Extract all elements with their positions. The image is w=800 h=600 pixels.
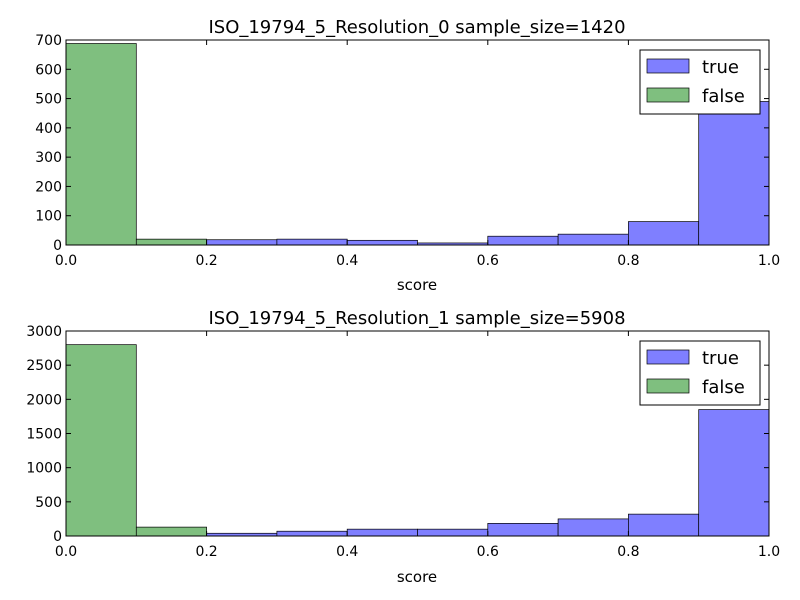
legend-swatch-false-0 — [646, 87, 690, 103]
y-tick-label-0-6: 600 — [35, 62, 62, 78]
bar-true-0-3 — [276, 238, 348, 246]
y-tick-label-0-3: 300 — [35, 150, 62, 166]
bar-true-1-8 — [628, 513, 700, 537]
legend-swatch-true-1 — [646, 349, 690, 365]
chart-title-0: ISO_19794_5_Resolution_0 sample_size=142… — [208, 17, 625, 38]
bar-true-0-4 — [346, 239, 418, 246]
x-tick-label-1-4: 0.8 — [617, 544, 639, 560]
legend-label-false-0: false — [702, 86, 745, 107]
axes-frame-0 — [65, 39, 770, 246]
y-tick-label-0-0: 0 — [53, 238, 62, 254]
x-axis-label-0: score — [397, 276, 437, 294]
x-tick-label-0-3: 0.6 — [477, 253, 499, 269]
legend-label-true-1: true — [702, 348, 739, 369]
bars-group-0 — [65, 43, 770, 246]
x-tick-label-1-3: 0.6 — [477, 544, 499, 560]
bar-true-1-7 — [557, 518, 629, 537]
y-tick-label-1-2: 1000 — [26, 461, 62, 477]
y-tick-label-0-7: 700 — [35, 33, 62, 49]
bar-true-1-3 — [276, 530, 348, 537]
bar-true-0-2 — [206, 239, 278, 246]
x-tick-label-0-2: 0.4 — [336, 253, 358, 269]
y-tick-label-1-0: 0 — [53, 529, 62, 545]
bar-true-0-6 — [487, 235, 559, 246]
legend-swatch-true-0 — [646, 58, 690, 74]
x-tick-label-1-5: 1.0 — [758, 544, 780, 560]
x-tick-label-0-0: 0.0 — [55, 253, 77, 269]
bar-false-1-0 — [65, 344, 137, 537]
legend-0: true false — [639, 49, 761, 115]
legend-label-false-1: false — [702, 377, 745, 398]
chart-panel-1: ISO_19794_5_Resolution_1 sample_size=590… — [26, 308, 780, 586]
x-tick-label-0-1: 0.2 — [195, 253, 217, 269]
bar-true-0-7 — [557, 233, 629, 246]
bar-true-1-9 — [698, 409, 770, 537]
bar-false-1-1 — [135, 526, 207, 537]
x-tick-label-0-5: 1.0 — [758, 253, 780, 269]
y-tick-label-0-5: 500 — [35, 92, 62, 108]
y-ticks-1: 0 500 1000 1500 2000 2500 3000 — [26, 324, 769, 545]
x-tick-label-1-2: 0.4 — [336, 544, 358, 560]
bar-true-1-5 — [417, 528, 489, 537]
y-tick-label-0-1: 100 — [35, 209, 62, 225]
x-tick-label-1-1: 0.2 — [195, 544, 217, 560]
x-tick-label-0-4: 0.8 — [617, 253, 639, 269]
y-tick-label-0-2: 200 — [35, 179, 62, 195]
y-tick-label-1-5: 2500 — [26, 358, 62, 374]
y-tick-label-0-4: 400 — [35, 121, 62, 137]
bar-true-1-6 — [487, 523, 559, 537]
legend-1: true false — [639, 340, 761, 406]
bar-true-0-9 — [698, 101, 770, 246]
y-tick-label-1-3: 1500 — [26, 427, 62, 443]
bar-true-0-8 — [628, 221, 700, 246]
bar-false-0-1 — [135, 238, 207, 246]
y-tick-label-1-1: 500 — [35, 495, 62, 511]
x-ticks-0: 0.0 0.2 0.4 0.6 0.8 1.0 — [55, 40, 780, 269]
legend-swatch-false-1 — [646, 378, 690, 394]
bar-false-0-0 — [65, 43, 137, 246]
y-tick-label-1-6: 3000 — [26, 324, 62, 340]
legend-box-1 — [639, 340, 761, 406]
legend-label-true-0: true — [702, 57, 739, 78]
y-tick-label-1-4: 2000 — [26, 392, 62, 408]
y-ticks-0: 0 100 200 300 400 500 600 700 — [35, 33, 769, 254]
bar-true-1-4 — [346, 528, 418, 537]
x-ticks-1: 0.0 0.2 0.4 0.6 0.8 1.0 — [55, 331, 780, 560]
chart-title-1: ISO_19794_5_Resolution_1 sample_size=590… — [208, 308, 625, 329]
x-axis-label-1: score — [397, 568, 437, 586]
chart-panel-0: ISO_19794_5_Resolution_0 sample_size=142… — [35, 17, 780, 294]
x-tick-label-1-0: 0.0 — [55, 544, 77, 560]
